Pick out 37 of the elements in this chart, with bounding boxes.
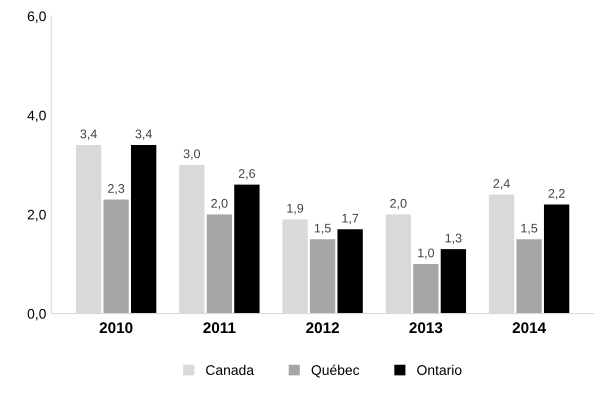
data-label: 2,4 <box>494 179 510 190</box>
data-label: 3,4 <box>135 130 152 140</box>
data-label: 1,7 <box>342 214 358 224</box>
legend-label: Canada <box>206 364 254 376</box>
data-label: 2,2 <box>548 188 565 200</box>
bar <box>234 184 260 314</box>
data-label: 1,0 <box>418 248 434 259</box>
data-label: 1,5 <box>314 224 331 234</box>
y-tick-label: 2,0 <box>28 210 46 222</box>
data-label: 3,0 <box>184 149 200 160</box>
y-tick-label: 0,0 <box>28 308 46 320</box>
x-tick-label: 2012 <box>306 322 339 334</box>
data-label: 1,5 <box>521 224 538 234</box>
data-label: 2,0 <box>211 198 228 210</box>
data-label: 1,9 <box>287 204 304 214</box>
data-label: 1,3 <box>446 234 462 244</box>
bar <box>130 144 156 314</box>
x-tick-label: 2011 <box>203 322 236 334</box>
bar <box>206 214 232 314</box>
bar <box>440 249 466 314</box>
bar <box>103 200 129 314</box>
bar <box>516 239 542 314</box>
bar <box>544 204 570 314</box>
x-tick-label: 2010 <box>100 322 132 334</box>
bar <box>337 229 363 314</box>
bar <box>413 264 439 314</box>
legend-label: Ontario <box>417 364 462 376</box>
data-label: 2,3 <box>108 184 124 194</box>
y-tick-label: 6,0 <box>28 11 46 23</box>
data-label: 2,0 <box>390 198 407 210</box>
data-label: 2,6 <box>238 169 256 180</box>
bar <box>310 239 336 314</box>
x-tick-label: 2014 <box>512 322 546 334</box>
data-label: 3,4 <box>80 130 97 140</box>
y-tick-label: 4,0 <box>27 110 46 122</box>
legend-label: Québec <box>312 364 360 378</box>
x-tick-label: 2013 <box>409 322 442 334</box>
